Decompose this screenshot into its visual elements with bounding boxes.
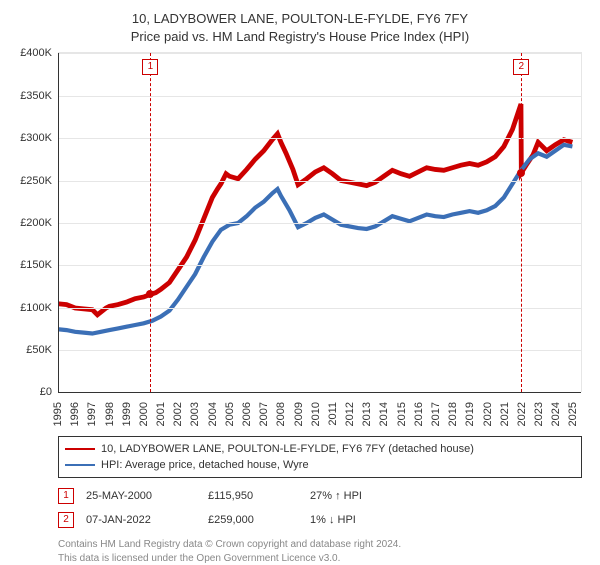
legend-box: 10, LADYBOWER LANE, POULTON-LE-FYLDE, FY… bbox=[58, 436, 582, 478]
x-tick-label: 2004 bbox=[207, 402, 219, 426]
gridline bbox=[58, 350, 581, 351]
chart-container: 10, LADYBOWER LANE, POULTON-LE-FYLDE, FY… bbox=[0, 0, 600, 560]
plot-frame: £0£50K£100K£150K£200K£250K£300K£350K£400… bbox=[58, 52, 582, 392]
gridline bbox=[58, 96, 581, 97]
y-tick-label: £100K bbox=[20, 302, 58, 314]
sale-delta: 1% ↓ HPI bbox=[310, 514, 400, 526]
x-tick-label: 2011 bbox=[327, 402, 339, 426]
x-tick-label: 2024 bbox=[550, 402, 562, 426]
gridline bbox=[58, 392, 581, 393]
x-tick-label: 2008 bbox=[275, 402, 287, 426]
legend-swatch bbox=[65, 464, 95, 466]
x-tick-label: 2018 bbox=[447, 402, 459, 426]
footer-line-2: This data is licensed under the Open Gov… bbox=[58, 552, 582, 565]
x-tick-label: 1999 bbox=[121, 402, 133, 426]
x-tick-label: 2019 bbox=[464, 402, 476, 426]
x-tick-label: 2003 bbox=[189, 402, 201, 426]
footer-line-1: Contains HM Land Registry data © Crown c… bbox=[58, 538, 582, 552]
sale-vline bbox=[150, 53, 151, 392]
gridline bbox=[58, 138, 581, 139]
x-tick-label: 2025 bbox=[567, 402, 579, 426]
chart-title: 10, LADYBOWER LANE, POULTON-LE-FYLDE, FY… bbox=[12, 10, 588, 46]
sale-row: 1 25-MAY-2000 £115,950 27% ↑ HPI bbox=[58, 484, 582, 508]
y-tick-label: £300K bbox=[20, 132, 58, 144]
x-tick-label: 2014 bbox=[378, 402, 390, 426]
x-tick-label: 1998 bbox=[104, 402, 116, 426]
x-tick-label: 2002 bbox=[172, 402, 184, 426]
gridline bbox=[58, 308, 581, 309]
x-tick-label: 2016 bbox=[413, 402, 425, 426]
sale-date: 25-MAY-2000 bbox=[86, 490, 196, 502]
legend-label: HPI: Average price, detached house, Wyre bbox=[101, 459, 309, 471]
x-tick-label: 2009 bbox=[293, 402, 305, 426]
attribution-footer: Contains HM Land Registry data © Crown c… bbox=[58, 538, 582, 565]
legend-row: HPI: Average price, detached house, Wyre bbox=[65, 457, 575, 473]
x-tick-label: 2023 bbox=[533, 402, 545, 426]
x-tick-label: 2020 bbox=[482, 402, 494, 426]
x-tick-label: 2013 bbox=[361, 402, 373, 426]
sale-price: £259,000 bbox=[208, 514, 298, 526]
sale-marker-box: 1 bbox=[142, 59, 158, 75]
y-tick-label: £350K bbox=[20, 90, 58, 102]
sale-date: 07-JAN-2022 bbox=[86, 514, 196, 526]
sales-table: 1 25-MAY-2000 £115,950 27% ↑ HPI 2 07-JAN-202… bbox=[58, 484, 582, 532]
plot-area: £0£50K£100K£150K£200K£250K£300K£350K£400… bbox=[58, 52, 582, 432]
y-tick-label: £50K bbox=[26, 344, 58, 356]
sale-marker-box: 2 bbox=[513, 59, 529, 75]
x-tick-label: 2022 bbox=[516, 402, 528, 426]
x-tick-label: 2012 bbox=[344, 402, 356, 426]
legend-swatch bbox=[65, 448, 95, 450]
x-tick-label: 2006 bbox=[241, 402, 253, 426]
sale-vline bbox=[521, 53, 522, 392]
sale-delta: 27% ↑ HPI bbox=[310, 490, 400, 502]
x-tick-label: 1995 bbox=[52, 402, 64, 426]
x-tick-label: 2015 bbox=[396, 402, 408, 426]
y-tick-label: £400K bbox=[20, 47, 58, 59]
y-axis bbox=[58, 53, 59, 392]
x-tick-label: 1996 bbox=[69, 402, 81, 426]
x-tick-label: 2000 bbox=[138, 402, 150, 426]
sale-row-marker: 1 bbox=[58, 488, 74, 504]
gridline bbox=[58, 181, 581, 182]
series-price_paid bbox=[58, 104, 572, 315]
title-line-2: Price paid vs. HM Land Registry's House … bbox=[12, 28, 588, 46]
y-tick-label: £0 bbox=[40, 386, 58, 398]
gridline bbox=[58, 265, 581, 266]
legend-row: 10, LADYBOWER LANE, POULTON-LE-FYLDE, FY… bbox=[65, 441, 575, 457]
y-tick-label: £200K bbox=[20, 217, 58, 229]
sale-row: 2 07-JAN-2022 £259,000 1% ↓ HPI bbox=[58, 508, 582, 532]
y-tick-label: £150K bbox=[20, 259, 58, 271]
x-tick-label: 2010 bbox=[310, 402, 322, 426]
y-tick-label: £250K bbox=[20, 175, 58, 187]
x-tick-label: 2007 bbox=[258, 402, 270, 426]
x-tick-label: 2001 bbox=[155, 402, 167, 426]
x-tick-label: 2021 bbox=[499, 402, 511, 426]
sale-price: £115,950 bbox=[208, 490, 298, 502]
sale-dot bbox=[517, 169, 525, 177]
sale-dot bbox=[146, 290, 154, 298]
x-tick-label: 2005 bbox=[224, 402, 236, 426]
sale-row-marker: 2 bbox=[58, 512, 74, 528]
gridline bbox=[58, 53, 581, 54]
title-line-1: 10, LADYBOWER LANE, POULTON-LE-FYLDE, FY… bbox=[12, 10, 588, 28]
x-tick-label: 1997 bbox=[86, 402, 98, 426]
x-tick-label: 2017 bbox=[430, 402, 442, 426]
legend-label: 10, LADYBOWER LANE, POULTON-LE-FYLDE, FY… bbox=[101, 443, 474, 455]
gridline bbox=[58, 223, 581, 224]
